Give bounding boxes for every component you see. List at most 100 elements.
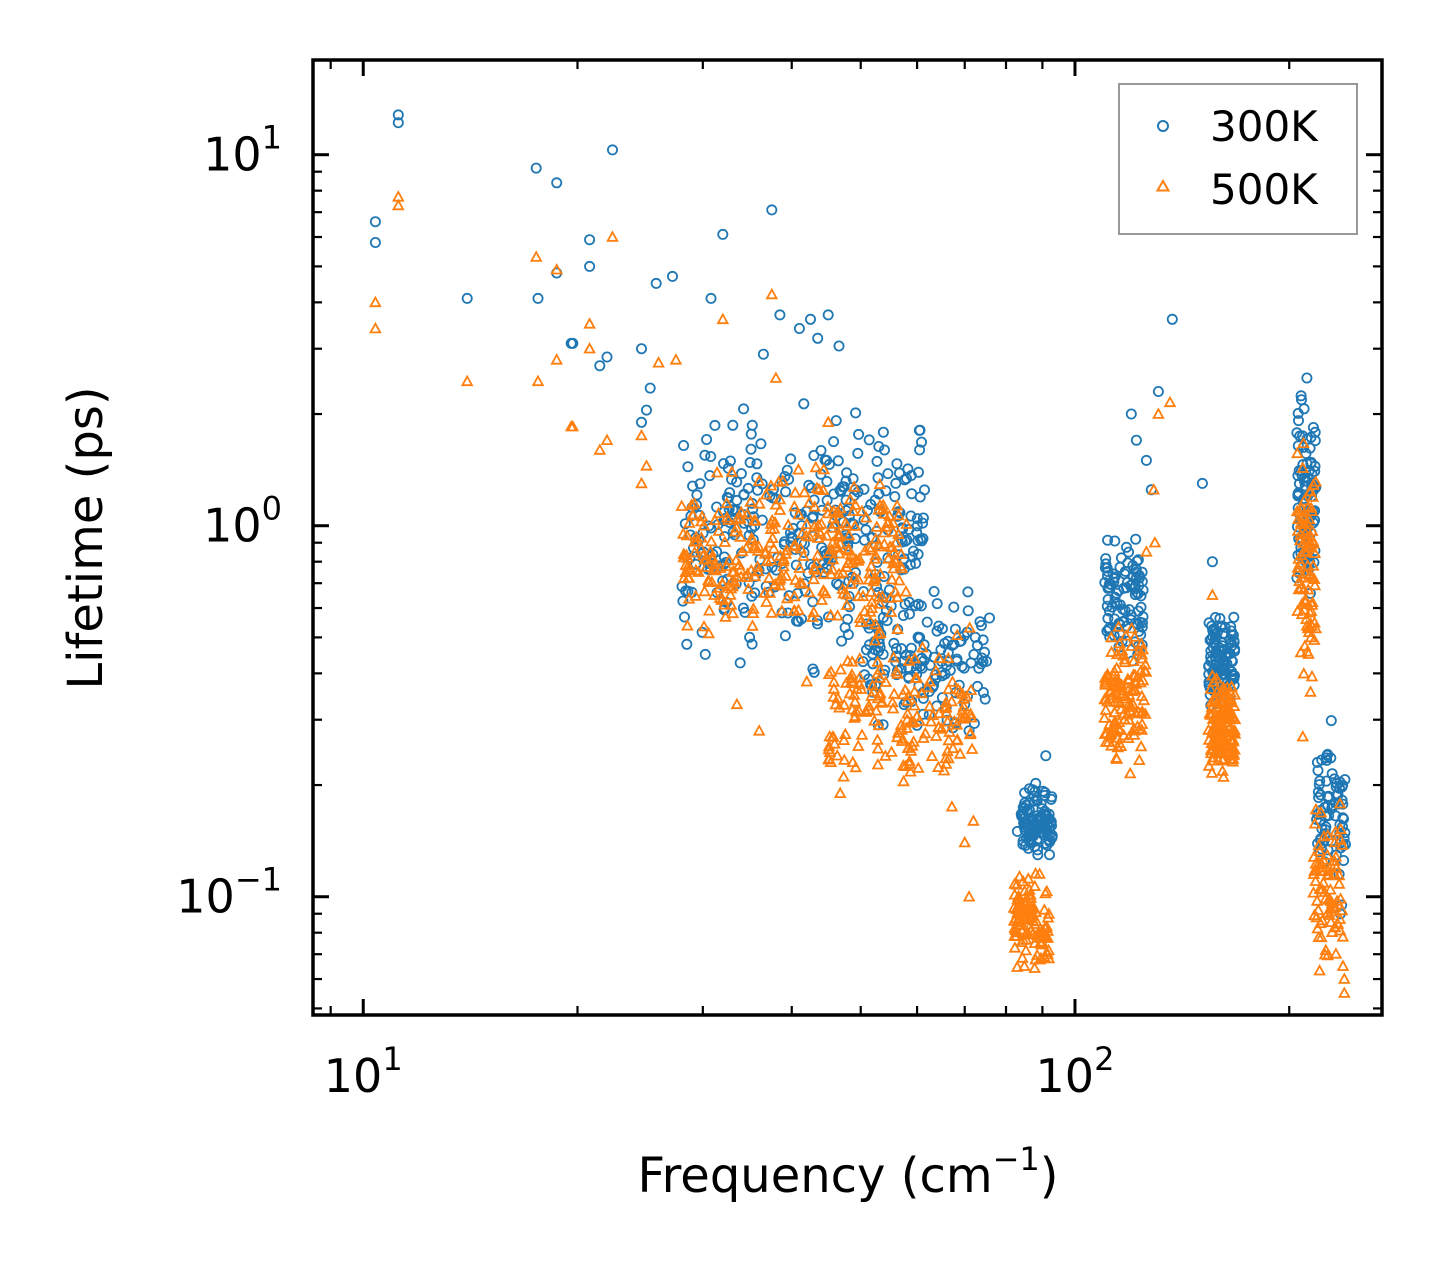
data-point-500k: [724, 598, 738, 610]
data-point-300k: [1125, 408, 1137, 420]
x-axis-label: Frequency (cm−1): [637, 1140, 1058, 1204]
data-point-300k: [369, 216, 381, 228]
data-point-500k: [724, 588, 737, 600]
data-point-500k: [1107, 664, 1121, 677]
data-point-300k: [888, 637, 900, 649]
data-point-500k: [1035, 937, 1048, 950]
data-point-500k: [837, 770, 850, 782]
data-point-500k: [1307, 572, 1321, 584]
data-point-300k: [913, 632, 925, 644]
data-point-500k: [1152, 407, 1165, 419]
data-point-500k: [702, 604, 716, 616]
data-point-300k: [1320, 775, 1332, 787]
data-point-500k: [837, 698, 851, 710]
data-point-300k: [1226, 655, 1238, 667]
data-point-500k: [1290, 446, 1304, 459]
data-point-500k: [1328, 858, 1342, 870]
data-point-500k: [889, 535, 903, 548]
data-point-500k: [730, 697, 744, 710]
data-point-300k: [840, 475, 852, 487]
data-point-500k: [871, 742, 885, 754]
data-point-300k: [852, 447, 864, 459]
data-point-500k: [871, 627, 885, 639]
data-point-500k: [1128, 724, 1142, 736]
data-point-500k: [950, 628, 964, 640]
data-point-500k: [734, 505, 748, 517]
data-point-300k: [981, 655, 993, 667]
data-point-300k: [718, 458, 730, 470]
data-point-300k: [727, 419, 739, 431]
data-point-300k: [1221, 648, 1233, 660]
data-point-500k: [746, 619, 759, 631]
data-point-500k: [697, 519, 711, 531]
data-point-300k: [834, 484, 846, 496]
data-point-300k: [724, 455, 736, 467]
data-point-500k: [964, 707, 978, 719]
data-point-500k: [913, 714, 927, 726]
data-point-500k: [809, 460, 823, 473]
data-point-500k: [1020, 927, 1033, 939]
data-point-500k: [830, 506, 844, 518]
data-point-500k: [854, 682, 868, 694]
data-point-500k: [1303, 606, 1317, 618]
data-point-300k: [948, 601, 960, 613]
data-point-500k: [1227, 747, 1241, 759]
data-point-500k: [956, 687, 969, 699]
data-point-500k: [812, 525, 826, 537]
data-point-300k: [1227, 668, 1239, 680]
data-point-500k: [765, 606, 778, 618]
data-point-500k: [1105, 645, 1118, 657]
data-point-500k: [694, 541, 708, 554]
data-point-500k: [875, 590, 889, 602]
data-point-500k: [855, 504, 869, 517]
data-point-300k: [745, 443, 757, 455]
data-point-300k: [975, 658, 987, 670]
data-point-300k: [1018, 817, 1030, 829]
data-point-500k: [885, 572, 899, 585]
data-point-500k: [1292, 552, 1305, 564]
data-point-300k: [1103, 623, 1115, 635]
data-point-500k: [869, 704, 883, 716]
data-point-500k: [858, 604, 871, 616]
data-point-500k: [681, 619, 694, 631]
data-point-300k: [1226, 629, 1238, 641]
data-point-500k: [1206, 588, 1219, 600]
data-point-500k: [1125, 621, 1138, 634]
data-point-500k: [839, 516, 852, 529]
data-point-300k: [717, 228, 729, 240]
data-point-500k: [1122, 673, 1135, 686]
data-point-500k: [730, 521, 743, 533]
data-point-500k: [704, 534, 718, 547]
data-point-300k: [1135, 601, 1147, 613]
data-point-300k: [1204, 634, 1216, 646]
data-point-500k: [1134, 676, 1147, 688]
data-point-300k: [1313, 792, 1325, 804]
data-point-500k: [873, 477, 887, 490]
data-point-500k: [903, 757, 916, 769]
data-point-300k: [1292, 407, 1304, 419]
data-point-500k: [1122, 731, 1135, 743]
data-point-500k: [858, 544, 872, 556]
data-point-500k: [941, 715, 954, 727]
data-point-300k: [901, 534, 913, 546]
data-point-500k: [1163, 395, 1177, 408]
data-point-500k: [719, 610, 732, 622]
data-point-500k: [789, 538, 802, 551]
data-point-500k: [1136, 651, 1149, 664]
data-point-500k: [1041, 947, 1055, 960]
data-point-300k: [1129, 581, 1141, 593]
data-point-500k: [902, 654, 916, 666]
data-point-500k: [810, 556, 823, 568]
data-point-500k: [1123, 766, 1137, 779]
data-point-500k: [897, 774, 910, 787]
data-point-500k: [1135, 647, 1149, 660]
data-point-300k: [858, 483, 870, 495]
data-point-500k: [873, 567, 887, 579]
series-500k-points: [369, 190, 1351, 998]
data-point-300k: [1228, 611, 1240, 623]
data-point-500k: [868, 633, 882, 646]
data-point-500k: [760, 554, 774, 567]
data-point-500k: [710, 465, 724, 478]
data-point-500k: [964, 683, 978, 695]
data-point-300k: [821, 475, 833, 487]
